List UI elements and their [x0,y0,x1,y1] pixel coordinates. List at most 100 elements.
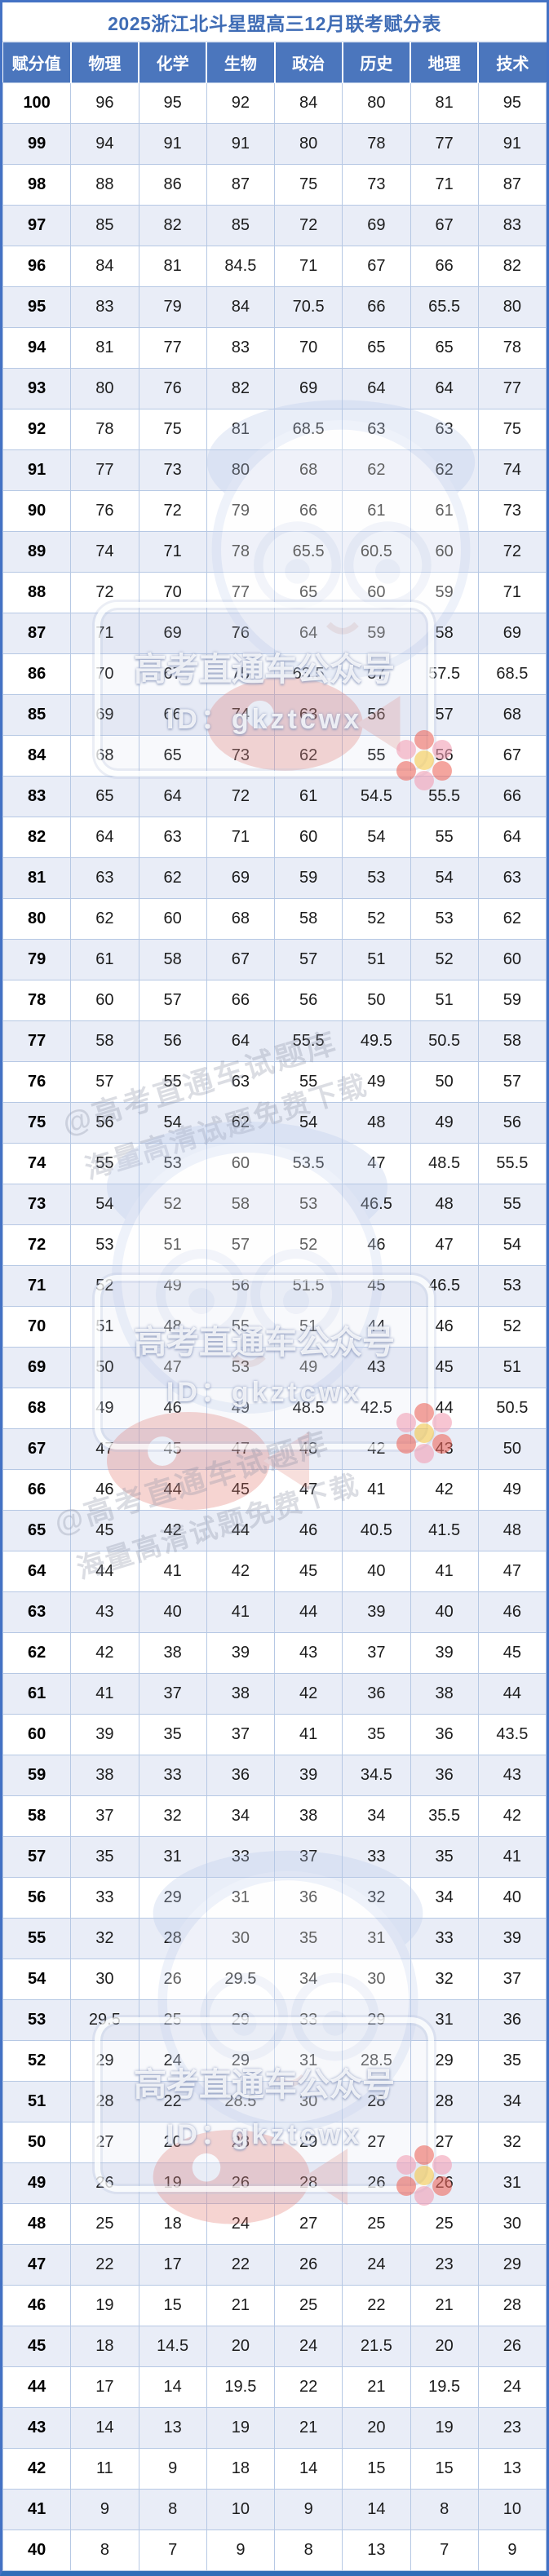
value-cell: 14 [70,2407,139,2449]
score-cell: 63 [2,1591,72,1633]
value-cell: 40 [342,1551,411,1592]
value-cell: 27 [70,2122,139,2163]
score-cell: 81 [2,857,72,899]
value-cell: 82 [138,205,207,246]
value-cell: 55 [410,817,479,858]
value-cell: 74 [70,531,139,573]
value-cell: 54.5 [342,776,411,817]
table-row: 96 84 81 84.5 71 67 66 82 [2,246,547,287]
value-cell: 9 [477,2530,547,2571]
value-cell: 72 [477,531,547,573]
value-cell: 39 [410,1632,479,1674]
table-row: 52 29 24 29 31 28.5 29 35 [2,2040,547,2082]
value-cell: 71 [138,531,207,573]
value-cell: 71 [206,817,276,858]
score-cell: 62 [2,1632,72,1674]
value-cell: 46.5 [410,1265,479,1307]
value-cell: 47 [273,1469,343,1511]
value-cell: 13 [477,2448,547,2490]
table-row: 72 53 51 57 52 46 47 54 [2,1224,547,1266]
value-cell: 41 [342,1469,411,1511]
value-cell: 47 [70,1428,139,1470]
value-cell: 62 [273,735,343,777]
value-cell: 56 [206,1265,276,1307]
value-cell: 29 [273,2122,343,2163]
value-cell: 85 [206,205,276,246]
value-cell: 64 [410,368,479,409]
value-cell: 19 [410,2407,479,2449]
value-cell: 44 [70,1551,139,1592]
value-cell: 81 [70,327,139,369]
value-cell: 20 [206,2326,276,2367]
value-cell: 91 [206,123,276,165]
value-cell: 41 [138,1551,207,1592]
value-cell: 64 [273,613,343,654]
table-row: 74 55 53 60 53.5 47 48.5 55.5 [2,1143,547,1184]
score-cell: 71 [2,1265,72,1307]
value-cell: 45 [70,1510,139,1551]
value-cell: 57 [138,980,207,1021]
value-cell: 80 [477,286,547,328]
value-cell: 61 [342,490,411,532]
value-cell: 38 [206,1673,276,1715]
column-header: 政治 [273,42,343,83]
score-cell: 75 [2,1102,72,1144]
value-cell: 17 [70,2366,139,2408]
value-cell: 26 [138,1959,207,2000]
value-cell: 50 [477,1428,547,1470]
value-cell: 63 [273,694,343,736]
value-cell: 56 [410,735,479,777]
score-cell: 68 [2,1388,72,1429]
table-row: 49 26 19 26 28 26 26 31 [2,2162,547,2204]
score-cell: 72 [2,1224,72,1266]
score-cell: 54 [2,1959,72,2000]
value-cell: 62 [477,898,547,940]
value-cell: 95 [138,82,207,124]
value-cell: 60 [273,817,343,858]
value-cell: 64 [138,776,207,817]
value-cell: 53 [138,1143,207,1184]
table-row: 48 25 18 24 27 25 25 30 [2,2203,547,2245]
value-cell: 7 [410,2530,479,2571]
value-cell: 28.5 [206,2081,276,2122]
table-row: 51 28 22 28.5 30 28 28 34 [2,2081,547,2122]
table-header-row: 赋分值 物理 化学 生物 政治 历史 地理 技术 [2,42,547,83]
value-cell: 43 [273,1632,343,1674]
value-cell: 63 [206,1061,276,1103]
value-cell: 39 [273,1755,343,1796]
score-cell: 77 [2,1020,72,1062]
score-cell: 44 [2,2366,72,2408]
column-header: 化学 [137,42,207,83]
value-cell: 56 [477,1102,547,1144]
value-cell: 61 [410,490,479,532]
value-cell: 49 [138,1265,207,1307]
value-cell: 91 [477,123,547,165]
value-cell: 66 [477,776,547,817]
value-cell: 49 [342,1061,411,1103]
value-cell: 26 [342,2162,411,2204]
score-cell: 56 [2,1877,72,1919]
table-row: 75 56 54 62 54 48 49 56 [2,1102,547,1144]
value-cell: 31 [477,2162,547,2204]
value-cell: 9 [206,2530,276,2571]
value-cell: 19.5 [410,2366,479,2408]
value-cell: 39 [70,1714,139,1755]
value-cell: 50 [70,1347,139,1388]
value-cell: 85 [70,205,139,246]
value-cell: 35 [70,1836,139,1878]
value-cell: 28 [273,2162,343,2204]
value-cell: 65.5 [410,286,479,328]
value-cell: 22 [206,2244,276,2286]
value-cell: 81 [206,409,276,450]
value-cell: 54 [70,1184,139,1225]
value-cell: 30 [206,1918,276,1959]
value-cell: 54 [273,1102,343,1144]
value-cell: 48 [138,1306,207,1348]
score-cell: 48 [2,2203,72,2245]
value-cell: 63 [70,857,139,899]
value-cell: 40 [138,1591,207,1633]
table-row: 60 39 35 37 41 35 36 43.5 [2,1714,547,1755]
value-cell: 33 [70,1877,139,1919]
score-cell: 46 [2,2285,72,2326]
value-cell: 69 [70,694,139,736]
